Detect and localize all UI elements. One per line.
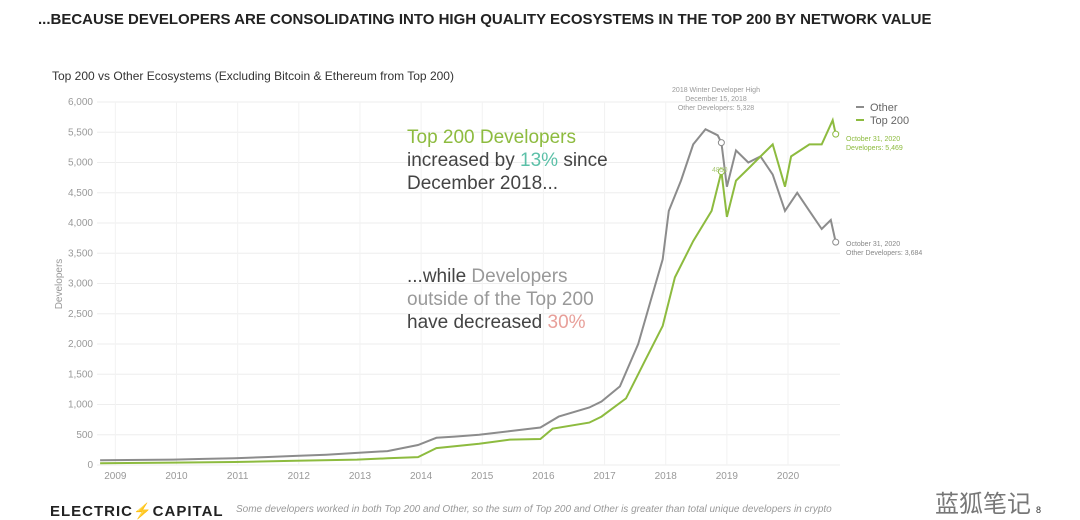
annotation-top-end: October 31, 2020: [846, 136, 900, 143]
callout-text: increased by: [407, 150, 521, 171]
x-tick-label: 2009: [104, 471, 127, 482]
y-tick-label: 4,500: [68, 188, 93, 199]
x-tick-label: 2012: [288, 471, 311, 482]
y-tick-label: 2,500: [68, 309, 93, 320]
x-tick-label: 2020: [777, 471, 800, 482]
series-line-top-200: [100, 117, 837, 465]
annotation-other-end: October 31, 2020: [846, 241, 900, 248]
y-tick-label: 2,000: [68, 339, 93, 350]
footnote: Some developers worked in both Top 200 a…: [236, 504, 832, 515]
peak-marker: [717, 168, 725, 176]
y-tick-label: 0: [87, 460, 93, 471]
y-tick-label: 5,000: [68, 158, 93, 169]
watermark: 蓝狐笔记: [935, 491, 1031, 518]
headline: ...BECAUSE DEVELOPERS ARE CONSOLIDATING …: [38, 11, 932, 28]
annotation-other-end: Other Developers: 3,684: [846, 250, 922, 257]
y-tick-label: 3,000: [68, 279, 93, 290]
annotation-peak: Other Developers: 5,328: [678, 105, 754, 112]
annotation-peak-top: 4850: [712, 167, 728, 174]
annotation-peak: December 15, 2018: [685, 96, 747, 103]
y-tick-label: 5,500: [68, 127, 93, 138]
x-tick-label: 2013: [349, 471, 372, 482]
electric-capital-logo: ELECTRIC⚡CAPITAL: [50, 503, 224, 520]
y-tick-label: 6,000: [68, 97, 93, 108]
x-tick-label: 2017: [593, 471, 616, 482]
page-number: 8: [1036, 505, 1042, 515]
x-tick-label: 2011: [227, 471, 249, 482]
callout-text: have decreased: [407, 312, 548, 333]
chart-title: Top 200 vs Other Ecosystems (Excluding B…: [52, 69, 454, 83]
callout-pct: 30%: [547, 312, 586, 333]
annotation-top-end: Developers: 5,469: [846, 145, 903, 152]
callout-line: outside of the Top 200: [407, 289, 594, 310]
x-tick-label: 2010: [165, 471, 188, 482]
y-tick-label: 3,500: [68, 248, 93, 259]
x-tick-label: 2016: [532, 471, 555, 482]
end-point-marker: [832, 238, 840, 246]
callout-text: since: [558, 150, 608, 171]
callout-text: Developers: [471, 266, 568, 287]
y-axis-label: Developers: [54, 259, 65, 310]
y-tick-label: 1,500: [68, 369, 93, 380]
y-tick-label: 500: [76, 430, 93, 441]
y-tick-label: 1,000: [68, 400, 93, 411]
callout-text: ...while: [407, 266, 472, 287]
callout-pct: 13%: [520, 150, 559, 171]
legend-label: Other: [870, 102, 898, 114]
end-point-marker: [832, 130, 840, 138]
annotation-peak: 2018 Winter Developer High: [672, 87, 760, 94]
x-tick-label: 2014: [410, 471, 433, 482]
x-tick-label: 2018: [655, 471, 678, 482]
legend-label: Top 200: [870, 115, 909, 127]
callout-top200: Top 200 Developers increased by 13% sinc…: [407, 126, 608, 195]
peak-marker: [717, 139, 725, 147]
x-tick-label: 2019: [716, 471, 739, 482]
series-line-other: [100, 127, 837, 462]
callout-line: December 2018...: [407, 173, 559, 194]
callout-line: Top 200 Developers: [407, 127, 576, 148]
x-tick-label: 2015: [471, 471, 494, 482]
y-tick-label: 4,000: [68, 218, 93, 229]
callout-other: ...while Developers outside of the Top 2…: [407, 265, 594, 334]
